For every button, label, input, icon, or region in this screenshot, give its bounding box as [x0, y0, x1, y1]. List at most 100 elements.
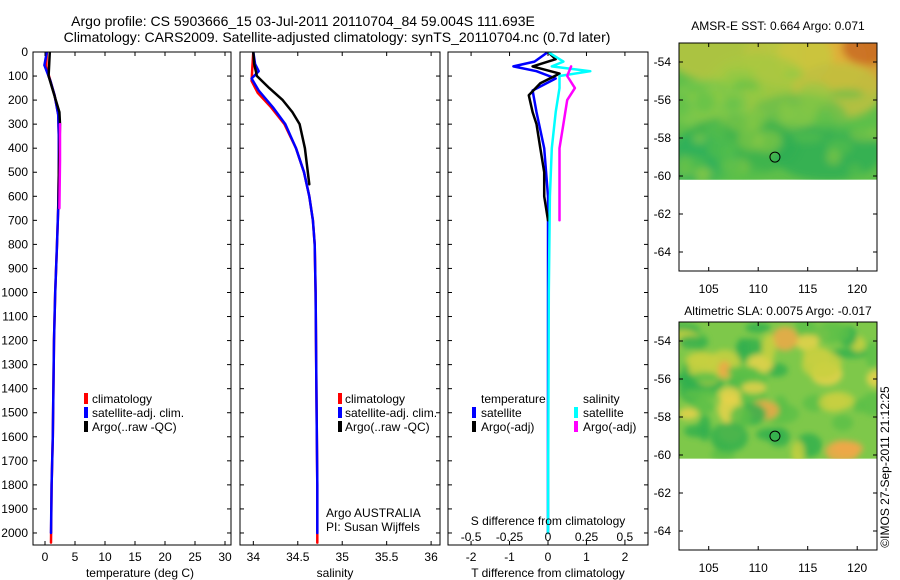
sst-map-panel: AMSR-E SST: 0.664 Argo: 0.071 105 110 115 1… [654, 19, 878, 296]
map-y-tick-label: -60 [654, 448, 672, 462]
map-y-tick-label: -56 [654, 372, 672, 386]
x-tick-label: 5 [72, 550, 79, 564]
temperature-legend: climatology satellite-adj. clim. Argo(..… [84, 392, 184, 434]
y-tick-label: 100 [8, 69, 28, 83]
y-tick-label: 1900 [1, 502, 28, 516]
legend-label-climatology: climatology [345, 392, 405, 406]
legend-swatch-sal-argo [574, 421, 578, 432]
legend-swatch-satellite [338, 407, 342, 418]
legend-title-temperature: temperature [481, 392, 546, 406]
sst-map-frame [678, 42, 878, 272]
x-top-tick-label: -0.5 [461, 530, 482, 544]
legend-title-salinity: salinity [583, 392, 620, 406]
series-argo-raw-qc [252, 52, 311, 186]
difference-xlabel: T difference from climatology [471, 566, 625, 580]
map-y-tick-label: -60 [654, 169, 672, 183]
x-tick-label: 10 [98, 550, 112, 564]
legend-swatch-climatology [338, 393, 342, 404]
legend-swatch-satellite [84, 407, 88, 418]
y-tick-label: 1800 [1, 478, 28, 492]
y-tick-label: 500 [8, 165, 28, 179]
x-tick-label: 1 [583, 550, 590, 564]
legend-swatch-argo [338, 421, 342, 432]
y-tick-label: 900 [8, 261, 28, 275]
sla-map-panel: Altimetric SLA: 0.0075 Argo: -0.017 105 1… [654, 304, 878, 575]
series-climatology [250, 52, 319, 544]
difference-xlabel-top: S difference from climatology [471, 514, 626, 528]
sla-map-frame [678, 321, 878, 551]
pi-annotation: PI: Susan Wijffels [326, 520, 420, 534]
y-tick-label: 1300 [1, 358, 28, 372]
legend-label-argo: Argo(..raw -QC) [345, 420, 430, 434]
map-y-tick-label: -62 [654, 486, 672, 500]
legend-label-argo: Argo(..raw -QC) [92, 420, 177, 434]
x-tick-label: 20 [158, 550, 172, 564]
legend-label-satellite: satellite-adj. clim. [345, 406, 437, 420]
x-tick-label: 0 [545, 550, 552, 564]
y-tick-label: 1400 [1, 382, 28, 396]
y-tick-label: 1100 [2, 310, 28, 324]
map-y-tick-label: -64 [654, 245, 672, 259]
temperature-panel: 0 5 10 15 20 25 300100200300400500600700800900… [1, 45, 232, 580]
y-tick-label: 400 [8, 141, 28, 155]
float-position-marker [769, 430, 781, 442]
y-tick-label: 1200 [1, 334, 28, 348]
legend-label-sal-argo: Argo(-adj) [583, 420, 636, 434]
difference-legend: temperature salinity satellite Argo(-adj… [472, 392, 636, 434]
map-x-tick-label: 110 [749, 282, 768, 296]
y-tick-label: 1500 [1, 406, 28, 420]
x-tick-label: 34 [247, 550, 261, 564]
difference-panel: -2 -1 0 1 2 -0.5 -0.25 0 0.25 0.5 S difference fr… [447, 51, 649, 580]
map-y-tick-label: -64 [654, 524, 672, 538]
map-x-tick-label: 105 [699, 282, 719, 296]
series-argo-salinity-adj [58, 122, 62, 210]
x-tick-label: 36 [424, 550, 438, 564]
y-tick-label: 600 [8, 189, 28, 203]
legend-swatch-climatology [84, 393, 88, 404]
map-x-tick-label: 115 [798, 282, 817, 296]
legend-label-sal-satellite: satellite [583, 406, 624, 420]
legend-label-temp-argo: Argo(-adj) [481, 420, 534, 434]
x-tick-label: 15 [128, 550, 142, 564]
map-y-tick-label: -54 [654, 334, 672, 348]
map-y-tick-label: -62 [654, 207, 672, 221]
series-temperature-argo-adj [527, 52, 561, 222]
sst-map-title: AMSR-E SST: 0.664 Argo: 0.071 [691, 19, 865, 33]
salinity-legend: climatology satellite-adj. clim. Argo(..… [338, 392, 437, 434]
legend-swatch-argo [84, 421, 88, 432]
x-top-tick-label: 0 [545, 530, 552, 544]
map-x-tick-label: 105 [699, 561, 719, 575]
map-field [679, 43, 877, 180]
sla-map-title: Altimetric SLA: 0.0075 Argo: -0.017 [684, 304, 872, 318]
temperature-plot-frame [32, 51, 232, 546]
x-tick-label: 0 [42, 550, 49, 564]
map-x-tick-label: 120 [847, 282, 867, 296]
map-y-tick-label: -54 [654, 55, 672, 69]
legend-swatch-temp-satellite [472, 407, 476, 418]
x-tick-label: -2 [466, 550, 477, 564]
y-tick-label: 700 [8, 213, 28, 227]
legend-label-satellite: satellite-adj. clim. [92, 406, 184, 420]
x-top-tick-label: 0.25 [575, 530, 599, 544]
legend-label-climatology: climatology [92, 392, 152, 406]
y-tick-label: 1700 [1, 454, 28, 468]
y-tick-label: 2000 [1, 526, 28, 540]
x-tick-label: 34.5 [286, 550, 310, 564]
series-satellite-adj-clim [43, 52, 61, 535]
map-x-tick-label: 110 [749, 561, 768, 575]
salinity-xlabel: salinity [317, 566, 354, 580]
x-tick-label: 30 [218, 550, 232, 564]
map-y-tick-label: -58 [654, 410, 672, 424]
map-x-tick-label: 120 [847, 561, 867, 575]
x-top-tick-label: 0.5 [617, 530, 634, 544]
temperature-xlabel: temperature (deg C) [86, 566, 194, 580]
x-tick-label: 2 [622, 550, 629, 564]
float-position-marker [769, 151, 781, 163]
y-tick-label: 300 [8, 117, 28, 131]
x-tick-label: 25 [188, 550, 202, 564]
x-top-tick-label: -0.25 [496, 530, 524, 544]
map-x-tick-label: 115 [798, 561, 817, 575]
series-salinity-argo-adj [558, 65, 577, 222]
legend-swatch-sal-satellite [574, 407, 578, 418]
